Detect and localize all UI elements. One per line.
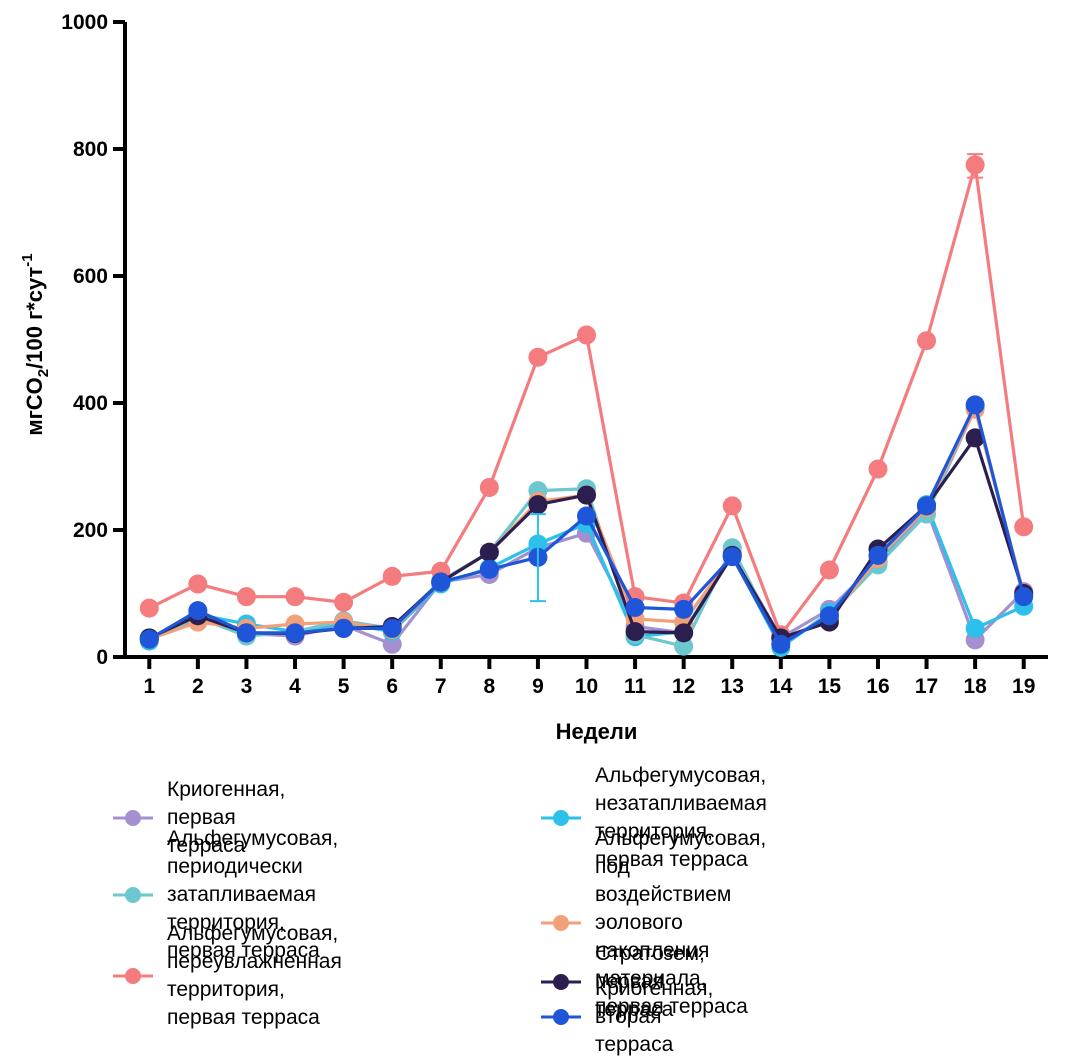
series-layer: [139, 155, 1034, 657]
data-point: [479, 542, 499, 562]
data-point: [285, 587, 305, 607]
data-point: [577, 325, 596, 345]
data-point: [236, 623, 256, 643]
legend-swatch: [541, 974, 581, 990]
data-point: [528, 347, 548, 367]
x-tick-label: 10: [575, 675, 598, 698]
data-point: [382, 618, 402, 638]
data-point: [819, 606, 839, 626]
data-point: [479, 477, 499, 497]
data-point: [625, 622, 645, 642]
data-point: [917, 331, 937, 351]
x-tick-label: 15: [818, 675, 842, 698]
legend-item-4: Альфегумусовая, под воздействием эоловог…: [541, 825, 766, 1021]
legend-item-7: Криогенная, вторая терраса: [541, 975, 713, 1059]
data-point: [188, 574, 208, 594]
x-tick-label: 18: [963, 675, 987, 698]
legend-label: Криогенная, первая терраса: [167, 778, 286, 857]
x-tick-label: 4: [289, 675, 301, 698]
y-tick-label: 600: [73, 265, 108, 288]
data-point: [674, 636, 694, 656]
data-point: [819, 560, 839, 580]
data-point: [625, 597, 645, 617]
data-point: [917, 496, 937, 516]
legend-swatch: [113, 968, 153, 984]
legend-item-3: Альфегумусовая, периодически затапливаем…: [113, 825, 338, 965]
legend-label: Криогенная, вторая терраса: [595, 977, 714, 1056]
x-axis-title: Недели: [556, 719, 638, 744]
x-tick-label: 1: [143, 675, 155, 698]
data-point: [382, 566, 402, 586]
data-point: [236, 587, 256, 607]
legend-label: Альфегумусовая, под воздействием эоловог…: [595, 827, 767, 1018]
x-tick-label: 5: [338, 675, 350, 698]
series-7: [139, 395, 1034, 654]
y-axis-title: мгCO2/100 г*сут-1: [19, 253, 52, 435]
data-point: [334, 618, 354, 638]
x-tick-label: 11: [624, 675, 647, 698]
data-point: [722, 547, 742, 567]
data-point: [722, 496, 742, 516]
x-tick-label: 7: [435, 675, 447, 698]
data-point: [965, 428, 985, 448]
legend-item-6: Стратозем, первая терраса: [541, 940, 705, 1024]
legend-item-5: Альфегумусовая, переувлажненная территор…: [113, 920, 342, 1032]
series-5: [139, 155, 1034, 645]
y-tick-label: 800: [73, 138, 108, 161]
data-point: [334, 592, 354, 612]
data-point: [868, 545, 888, 565]
x-tick-label: 8: [483, 675, 495, 698]
y-axis-title-mid: /100 г*сут: [22, 266, 47, 368]
legend-label: Альфегумусовая, незатапливаемая территор…: [595, 764, 767, 871]
data-point: [868, 459, 888, 479]
legend-item-1: Криогенная, первая терраса: [113, 776, 285, 860]
series-line: [148, 163, 1026, 637]
x-tick-label: 6: [386, 675, 398, 698]
legend-swatch: [113, 810, 153, 826]
y-axis-title-sub: 2: [35, 369, 52, 377]
y-tick-label: 0: [96, 646, 108, 669]
data-point: [577, 485, 596, 505]
data-point: [139, 598, 159, 618]
data-point: [771, 634, 791, 654]
x-tick-label: 12: [672, 675, 695, 698]
y-axis-title-main: мгCO: [22, 377, 47, 435]
data-point: [431, 572, 451, 592]
legend-swatch: [541, 915, 581, 931]
legend-label: Стратозем, первая терраса: [595, 942, 705, 1021]
legend-item-2: Альфегумусовая, незатапливаемая территор…: [541, 762, 767, 874]
x-tick-label: 9: [532, 675, 544, 698]
legend-swatch: [541, 1009, 581, 1025]
data-point: [577, 506, 596, 526]
x-tick-label: 3: [241, 675, 253, 698]
data-point: [965, 618, 985, 638]
legend-label: Альфегумусовая, переувлажненная территор…: [167, 922, 342, 1029]
y-tick-label: 400: [73, 392, 108, 415]
x-tick-label: 14: [769, 675, 793, 698]
x-tick-label: 16: [866, 675, 889, 698]
x-tick-label: 19: [1012, 675, 1035, 698]
y-tick-label: 1000: [61, 11, 108, 34]
legend-swatch: [541, 810, 581, 826]
x-tick-label: 2: [192, 675, 204, 698]
data-point: [674, 623, 694, 643]
data-point: [965, 395, 985, 415]
data-point: [285, 623, 305, 643]
data-point: [479, 559, 499, 579]
y-axis-title-sup: -1: [19, 253, 36, 266]
data-point: [674, 599, 694, 619]
x-tick-label: 17: [915, 675, 938, 698]
error-bars: [529, 153, 1032, 603]
legend-swatch: [113, 887, 153, 903]
data-point: [139, 629, 159, 649]
data-point: [528, 495, 548, 515]
y-tick-label: 200: [73, 519, 108, 542]
x-tick-label: 13: [721, 675, 744, 698]
legend-label: Альфегумусовая, периодически затапливаем…: [167, 827, 339, 962]
data-point: [1014, 587, 1034, 607]
data-point: [188, 601, 208, 621]
